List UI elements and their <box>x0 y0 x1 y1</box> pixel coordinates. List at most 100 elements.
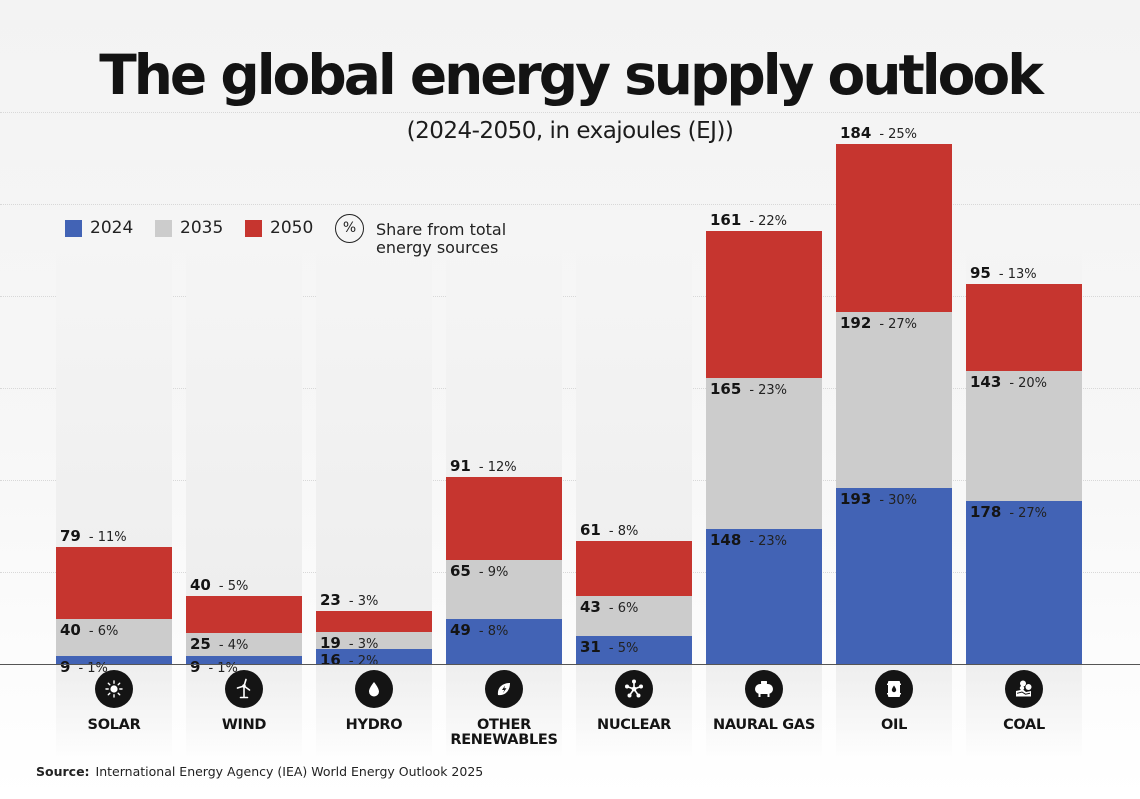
bar-segment-2035 <box>446 559 562 620</box>
data-value: 193 <box>840 489 872 508</box>
bar-segment-2024 <box>836 487 952 664</box>
data-share: - 13% <box>998 266 1037 282</box>
bar-segment-2024 <box>446 619 562 664</box>
data-share: - 23% <box>749 533 788 549</box>
x-axis-baseline <box>0 664 1140 665</box>
category-solar: SOLAR <box>56 670 172 733</box>
data-value: 49 <box>450 621 471 640</box>
bar-segment-2050 <box>966 283 1082 371</box>
category-nuclear: NUCLEAR <box>576 670 692 733</box>
data-label: 91 - 12% <box>450 457 517 475</box>
chart-title: The global energy supply outlook <box>99 43 1044 107</box>
legend-label-2024: 2024 <box>90 218 134 238</box>
data-label: 192 - 27% <box>840 314 917 332</box>
bar-segment-2050 <box>446 476 562 560</box>
bar-segment-2024 <box>576 635 692 664</box>
data-label: 40 - 6% <box>60 621 118 639</box>
bar-segment-2050 <box>186 596 302 633</box>
bar-segment-2024 <box>186 655 302 664</box>
data-value: 40 <box>60 621 81 640</box>
data-share: - 8% <box>478 624 509 640</box>
legend-swatch-2035 <box>155 219 172 237</box>
data-value: 65 <box>450 561 471 580</box>
data-value: 192 <box>840 314 872 333</box>
data-value: 161 <box>710 210 742 229</box>
gridline <box>0 204 1140 205</box>
bar-segment-2035 <box>186 632 302 656</box>
data-value: 61 <box>580 520 601 539</box>
share-legend-line2: energy sources <box>376 238 499 257</box>
data-label: 43 - 6% <box>580 598 638 616</box>
data-value: 23 <box>320 590 341 609</box>
data-value: 178 <box>970 503 1002 522</box>
coal-icon <box>1005 670 1043 708</box>
data-value: 43 <box>580 598 601 617</box>
category-label: COAL <box>1003 717 1045 733</box>
data-value: 143 <box>970 372 1002 391</box>
bar-segment-2050 <box>836 144 952 313</box>
data-share: - 25% <box>879 127 918 142</box>
data-share: - 8% <box>608 523 639 539</box>
data-value: 16 <box>320 651 341 670</box>
data-share: - 6% <box>608 601 639 617</box>
data-label: 65 - 9% <box>450 562 508 580</box>
category-label: WIND <box>221 717 267 733</box>
data-share: - 11% <box>88 530 127 546</box>
data-value: 25 <box>190 634 211 653</box>
legend-swatch-2024 <box>65 219 82 237</box>
source-label: Source: <box>36 764 90 779</box>
category-wind: WIND <box>186 670 302 733</box>
data-share: - 27% <box>1009 506 1048 522</box>
bar-segment-2024 <box>316 649 432 664</box>
data-value: 95 <box>970 263 991 282</box>
leaf-bolt-icon <box>485 670 523 708</box>
data-share: - 5% <box>608 640 639 656</box>
data-share: - 12% <box>478 459 517 475</box>
legend-label-2035: 2035 <box>180 218 224 238</box>
legend-item-2024: 2024 <box>65 218 133 238</box>
data-label: 25 - 4% <box>190 635 248 653</box>
chart-subtitle: (2024-2050, in exajoules (EJ)) <box>406 118 734 144</box>
data-label: 79 - 11% <box>60 527 127 545</box>
data-label: 31 - 5% <box>580 638 638 656</box>
source-text: International Energy Agency (IEA) World … <box>95 764 484 779</box>
category-label: OTHER RENEWABLES <box>450 717 558 748</box>
bar-segment-2035 <box>706 377 822 529</box>
data-share: - 2% <box>348 654 379 670</box>
data-share: - 23% <box>749 382 788 398</box>
data-label: 193 - 30% <box>840 490 917 508</box>
data-label: 40 - 5% <box>190 576 248 594</box>
bar-segment-2035 <box>576 596 692 636</box>
share-legend-line1: Share from total <box>376 220 507 239</box>
bar-segment-2050 <box>56 547 172 620</box>
category-label: SOLAR <box>87 717 141 733</box>
category-coal: COAL <box>966 670 1082 733</box>
data-share: - 30% <box>879 492 918 508</box>
data-value: 79 <box>60 527 81 546</box>
data-label: 19 - 3% <box>320 634 378 652</box>
percent-icon: % <box>335 214 364 243</box>
bar-segment-2050 <box>706 230 822 378</box>
data-value: 40 <box>190 576 211 595</box>
category-label: OIL <box>880 717 908 733</box>
bar-segment-2035 <box>316 632 432 650</box>
source-note: Source: International Energy Agency (IEA)… <box>36 764 483 779</box>
bar-segment-2035 <box>836 312 952 488</box>
legend-swatch-2050 <box>245 219 262 237</box>
category-other-renewables: OTHER RENEWABLES <box>446 670 562 748</box>
gridline <box>0 112 1140 113</box>
data-value: 9 <box>60 657 71 676</box>
data-label: 148 - 23% <box>710 531 787 549</box>
data-label: 178 - 27% <box>970 503 1047 521</box>
category-label: NAURAL GAS <box>713 717 815 733</box>
data-label: 61 - 8% <box>580 521 638 539</box>
gridline <box>0 296 1140 297</box>
data-value: 91 <box>450 456 471 475</box>
sun-icon <box>95 670 133 708</box>
data-value: 9 <box>190 657 201 676</box>
bar-segment-2035 <box>966 370 1082 502</box>
water-drop-icon <box>355 670 393 708</box>
data-label: 23 - 3% <box>320 591 378 609</box>
data-share: - 9% <box>478 564 509 580</box>
data-share: - 3% <box>348 637 379 652</box>
